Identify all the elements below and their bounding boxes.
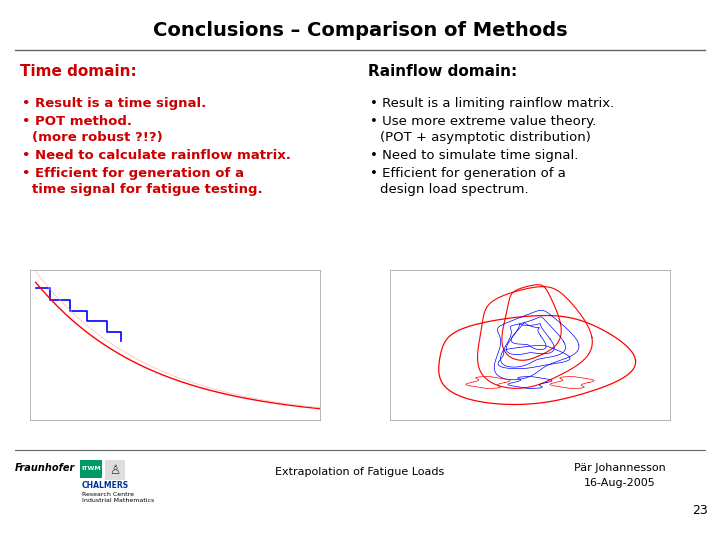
Text: Extrapolation of Fatigue Loads: Extrapolation of Fatigue Loads [275,467,445,477]
Text: (POT + asymptotic distribution): (POT + asymptotic distribution) [380,131,591,144]
Text: Pär Johannesson: Pär Johannesson [574,463,666,473]
Text: Research Centre: Research Centre [82,491,134,496]
Text: Conclusions – Comparison of Methods: Conclusions – Comparison of Methods [153,21,567,39]
Text: (more robust ?!?): (more robust ?!?) [32,131,163,144]
Text: Industrial Mathematics: Industrial Mathematics [82,498,154,503]
Text: • Need to simulate time signal.: • Need to simulate time signal. [370,149,578,162]
Text: 23: 23 [692,503,708,516]
Text: Time domain:: Time domain: [20,64,137,79]
Text: • Use more extreme value theory.: • Use more extreme value theory. [370,115,596,128]
Text: • Efficient for generation of a: • Efficient for generation of a [22,167,244,180]
Text: time signal for fatigue testing.: time signal for fatigue testing. [32,183,263,196]
Text: • Efficient for generation of a: • Efficient for generation of a [370,167,566,180]
Text: • Result is a limiting rainflow matrix.: • Result is a limiting rainflow matrix. [370,97,614,110]
Text: ♙: ♙ [109,463,121,476]
Text: design load spectrum.: design load spectrum. [380,183,528,196]
Text: • Result is a time signal.: • Result is a time signal. [22,97,206,110]
Text: Fraunhofer: Fraunhofer [15,463,76,473]
Text: Rainflow domain:: Rainflow domain: [368,64,517,79]
Text: 16-Aug-2005: 16-Aug-2005 [584,478,656,488]
Bar [105,460,125,480]
Text: CHALMERS: CHALMERS [82,481,129,489]
Text: ITWM: ITWM [81,467,101,471]
Text: • Need to calculate rainflow matrix.: • Need to calculate rainflow matrix. [22,149,291,162]
Text: • POT method.: • POT method. [22,115,132,128]
Bar [80,460,102,478]
